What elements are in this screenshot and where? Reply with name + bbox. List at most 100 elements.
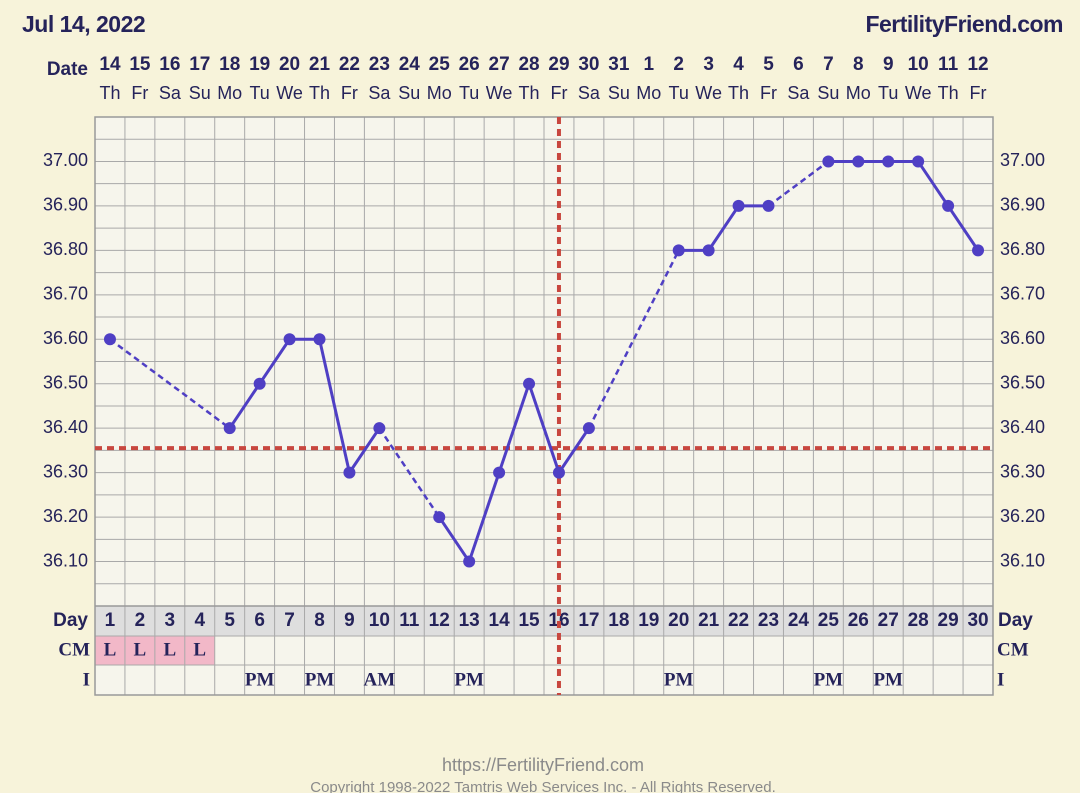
temperature-segment [318,338,351,473]
weekday-label: Tu [878,83,898,103]
temperature-point [283,333,296,346]
temperature-point [672,244,685,257]
weekday-label: Fr [550,83,567,103]
day-number: 6 [254,610,265,631]
temperature-segment [467,472,501,563]
y-tick-label-right: 36.80 [1000,239,1045,259]
intercourse-value: PM [454,669,484,690]
day-number: 9 [344,610,355,631]
date-label: 9 [883,54,894,75]
date-label: 29 [548,54,569,75]
temperature-point [732,199,745,212]
weekday-label: Tu [669,83,689,103]
date-label: 18 [219,54,240,75]
weekday-label: Th [519,83,540,103]
temperature-point [762,199,775,212]
day-label-right: Day [998,610,1033,631]
date-label: 16 [159,54,180,75]
y-tick-label: 36.80 [43,239,88,259]
date-label: 22 [339,54,360,75]
cm-cell [184,636,215,665]
weekday-label: Th [938,83,959,103]
day-number: 20 [668,610,689,631]
intercourse-value: PM [305,669,335,690]
temperature-segment [348,427,381,474]
weekday-label: We [905,83,932,103]
date-label: 6 [793,54,804,75]
temperature-segment [916,160,950,207]
day-number: 30 [967,610,988,631]
temperature-point [912,155,925,168]
y-tick-label-right: 36.50 [1000,372,1045,392]
date-label: 14 [99,54,121,75]
cm-label: CM [58,639,90,660]
temperature-segment [707,205,740,252]
y-tick-label: 36.50 [43,372,88,392]
intercourse-value: PM [664,669,694,690]
temperature-point [313,333,326,346]
weekday-label: Tu [459,83,479,103]
weekday-label: Fr [970,83,987,103]
temperature-segment [497,383,531,474]
weekday-label: Su [817,83,839,103]
weekday-label: Fr [341,83,358,103]
weekday-label: Sa [368,83,391,103]
date-label: 21 [309,54,331,75]
weekday-label: Sa [159,83,182,103]
y-tick-label: 36.60 [43,328,88,348]
cm-value: L [134,639,147,660]
y-tick-label-right: 36.40 [1000,417,1045,437]
intercourse-value: PM [873,669,903,690]
day-number: 11 [399,610,420,631]
day-number: 22 [728,610,749,631]
temperature-segment [767,160,830,207]
day-number: 19 [638,610,659,631]
day-number: 15 [518,610,540,631]
weekday-label: Mo [217,83,242,103]
date-label: Date [47,59,88,80]
temperature-segment [437,516,471,563]
temperature-point [972,244,985,257]
day-number: 21 [698,610,720,631]
date-label: 19 [249,54,270,75]
date-label: 5 [763,54,774,75]
weekday-label: Th [728,83,749,103]
y-tick-label: 36.70 [43,284,88,304]
date-label: 1 [643,54,654,75]
day-number: 7 [284,610,295,631]
day-number: 16 [548,610,569,631]
y-tick-label-right: 36.90 [1000,195,1045,215]
day-number: 27 [878,610,899,631]
temperature-point [373,422,386,435]
footer-copyright: Copyright 1998-2022 Tamtris Web Services… [310,779,775,793]
temperature-point [493,466,506,479]
weekday-label: Mo [636,83,661,103]
y-tick-label-right: 36.70 [1000,284,1045,304]
weekday-label: Sa [787,83,810,103]
y-tick-label: 37.00 [43,150,88,170]
date-label: 31 [608,54,630,75]
i-label: I [83,669,90,690]
day-number: 17 [578,610,599,631]
weekday-label: Mo [427,83,452,103]
temperature-point [433,511,446,524]
intercourse-value: PM [245,669,275,690]
weekday-label: Fr [131,83,148,103]
temperature-segment [557,427,591,474]
cm-value: L [193,639,206,660]
day-number: 13 [459,610,480,631]
temperature-point [343,466,356,479]
temperature-segment [258,338,291,385]
day-number: 3 [165,610,176,631]
weekday-label: Fr [760,83,777,103]
day-number: 14 [489,610,511,631]
temperature-point [852,155,865,168]
cm-label-right: CM [997,639,1029,660]
weekday-label: Su [189,83,211,103]
cm-value: L [163,639,176,660]
cm-cell [95,636,125,665]
date-label: 26 [459,54,480,75]
date-label: 7 [823,54,834,75]
chart-date: Jul 14, 2022 [22,11,145,37]
